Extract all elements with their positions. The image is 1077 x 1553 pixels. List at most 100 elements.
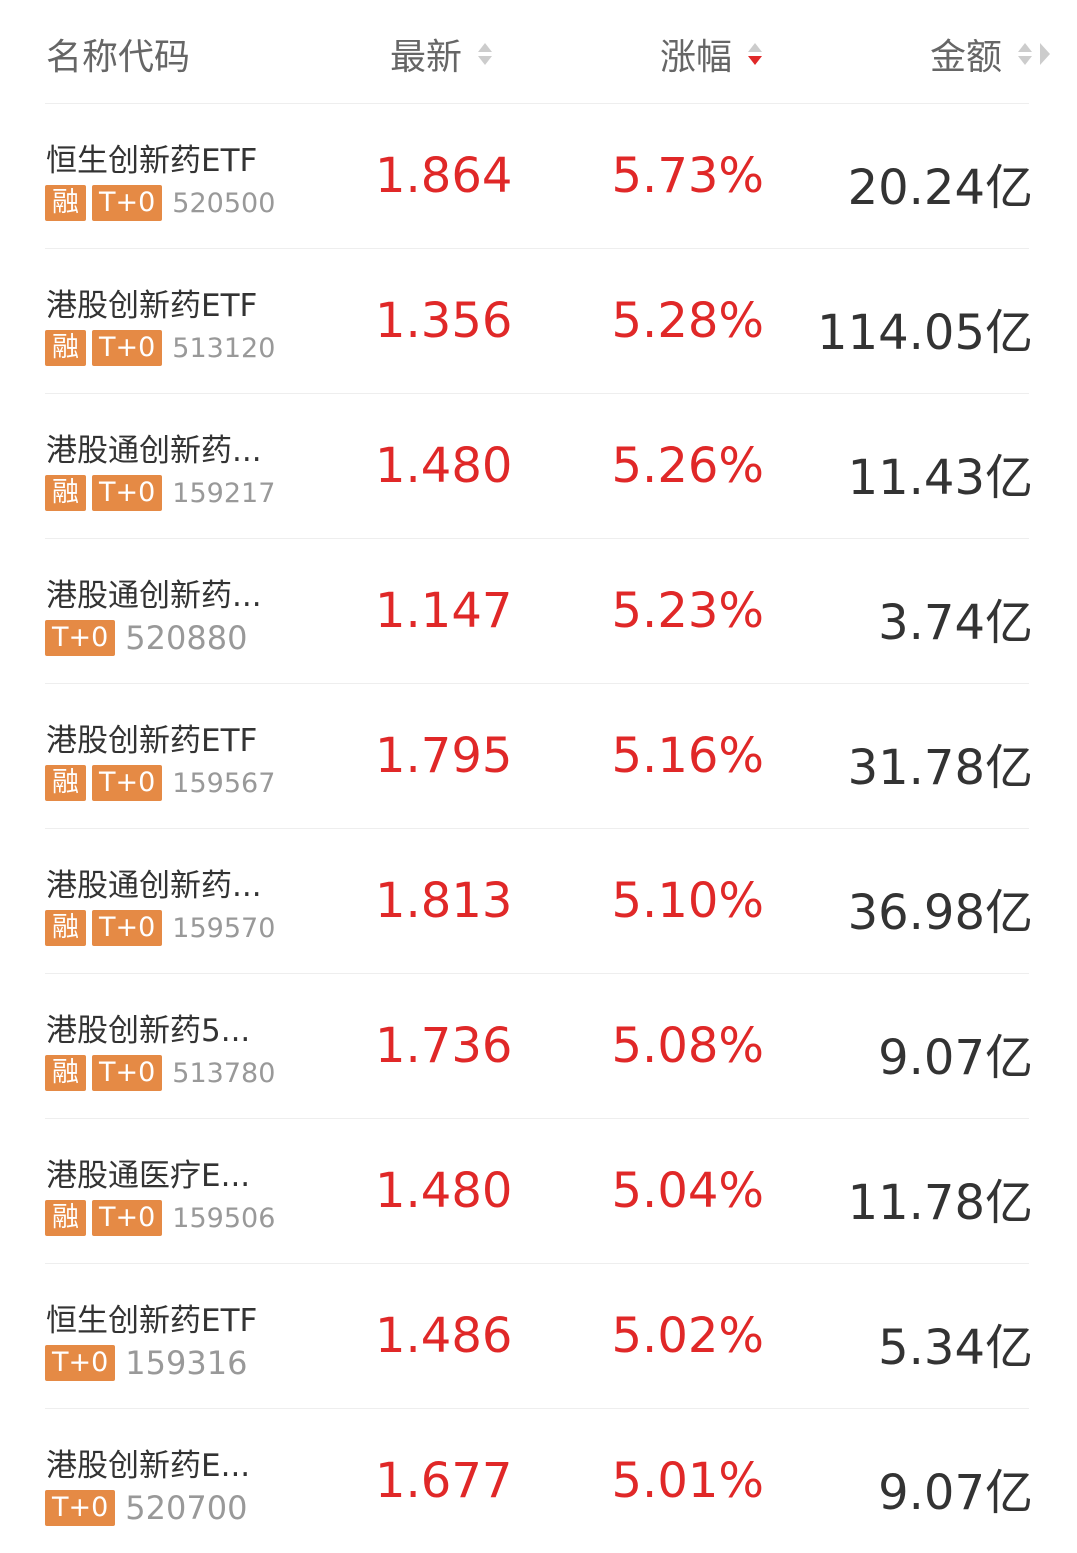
- change-percent: 5.26%: [611, 438, 764, 494]
- fund-tags: 融 T+0 513120: [45, 330, 275, 366]
- chevron-right-icon[interactable]: [1040, 43, 1051, 65]
- fund-name: 港股创新药E...: [46, 1448, 251, 1484]
- table-row[interactable]: 港股创新药E... T+0 520700 1.677 5.01% 9.07亿: [0, 1408, 1077, 1553]
- fund-tags: T+0 159316: [45, 1344, 248, 1382]
- turnover-amount: 20.24亿: [847, 160, 1033, 216]
- header-name-code: 名称代码: [46, 28, 190, 80]
- header-change-label: 涨幅: [660, 37, 733, 78]
- t0-badge: T+0: [45, 1490, 116, 1526]
- turnover-amount: 5.34亿: [878, 1320, 1033, 1376]
- turnover-amount: 9.07亿: [878, 1030, 1033, 1086]
- row-divider: [45, 248, 1029, 249]
- fund-code: 513780: [172, 1057, 276, 1089]
- t0-badge: T+0: [92, 765, 163, 801]
- change-percent: 5.02%: [611, 1308, 764, 1364]
- table-row[interactable]: 恒生创新药ETF T+0 159316 1.486 5.02% 5.34亿: [0, 1263, 1077, 1408]
- fund-name: 恒生创新药ETF: [46, 1303, 258, 1339]
- fund-tags: T+0 520700: [45, 1489, 248, 1527]
- row-divider: [45, 538, 1029, 539]
- fund-code: 159217: [172, 477, 276, 509]
- margin-badge: 融: [45, 1200, 86, 1236]
- turnover-amount: 11.43亿: [847, 450, 1033, 506]
- t0-badge: T+0: [92, 185, 163, 221]
- fund-name: 恒生创新药ETF: [46, 143, 258, 179]
- change-percent: 5.23%: [611, 583, 764, 639]
- table-header: 名称代码 最新 涨幅 金额: [0, 0, 1077, 103]
- fund-tags: 融 T+0 159217: [45, 475, 275, 511]
- turnover-amount: 36.98亿: [847, 885, 1033, 941]
- fund-code: 520700: [125, 1489, 248, 1527]
- t0-badge: T+0: [92, 475, 163, 511]
- t0-badge: T+0: [92, 910, 163, 946]
- row-divider: [45, 1408, 1029, 1409]
- sort-amount-button[interactable]: 金额: [930, 28, 1051, 80]
- sort-icon: [1018, 43, 1033, 65]
- fund-code: 520880: [125, 619, 248, 657]
- fund-tags: 融 T+0 520500: [45, 185, 275, 221]
- turnover-amount: 114.05亿: [817, 305, 1033, 361]
- fund-tags: 融 T+0 159567: [45, 765, 275, 801]
- table-row[interactable]: 港股创新药ETF 融 T+0 513120 1.356 5.28% 114.05亿: [0, 248, 1077, 393]
- margin-badge: 融: [45, 185, 86, 221]
- t0-badge: T+0: [45, 620, 116, 656]
- change-percent: 5.04%: [611, 1163, 764, 1219]
- change-percent: 5.01%: [611, 1453, 764, 1509]
- fund-tags: 融 T+0 513780: [45, 1055, 275, 1091]
- fund-code: 159506: [172, 1202, 276, 1234]
- sort-descending-icon: [748, 43, 763, 65]
- latest-price: 1.813: [375, 873, 513, 929]
- margin-badge: 融: [45, 330, 86, 366]
- row-divider: [45, 393, 1029, 394]
- latest-price: 1.864: [375, 148, 513, 204]
- fund-tags: T+0 520880: [45, 619, 248, 657]
- fund-code: 159567: [172, 767, 276, 799]
- latest-price: 1.677: [375, 1453, 513, 1509]
- fund-name: 港股通创新药...: [46, 578, 262, 614]
- fund-name: 港股创新药ETF: [46, 723, 258, 759]
- margin-badge: 融: [45, 910, 86, 946]
- sort-icon: [478, 43, 493, 65]
- row-divider: [45, 1263, 1029, 1264]
- header-latest-label: 最新: [390, 37, 463, 78]
- margin-badge: 融: [45, 475, 86, 511]
- fund-tags: 融 T+0 159570: [45, 910, 275, 946]
- row-divider: [45, 683, 1029, 684]
- t0-badge: T+0: [92, 330, 163, 366]
- sort-change-button[interactable]: 涨幅: [660, 28, 763, 80]
- change-percent: 5.73%: [611, 148, 764, 204]
- margin-badge: 融: [45, 765, 86, 801]
- row-divider: [45, 828, 1029, 829]
- fund-tags: 融 T+0 159506: [45, 1200, 275, 1236]
- change-percent: 5.08%: [611, 1018, 764, 1074]
- t0-badge: T+0: [45, 1345, 116, 1381]
- t0-badge: T+0: [92, 1200, 163, 1236]
- change-percent: 5.28%: [611, 293, 764, 349]
- latest-price: 1.795: [375, 728, 513, 784]
- sort-latest-button[interactable]: 最新: [390, 28, 493, 80]
- fund-code: 159316: [125, 1344, 248, 1382]
- table-row[interactable]: 港股通医疗E... 融 T+0 159506 1.480 5.04% 11.78亿: [0, 1118, 1077, 1263]
- turnover-amount: 31.78亿: [847, 740, 1033, 796]
- table-row[interactable]: 港股创新药5... 融 T+0 513780 1.736 5.08% 9.07亿: [0, 973, 1077, 1118]
- change-percent: 5.16%: [611, 728, 764, 784]
- table-row[interactable]: 港股创新药ETF 融 T+0 159567 1.795 5.16% 31.78亿: [0, 683, 1077, 828]
- table-row[interactable]: 港股通创新药... 融 T+0 159570 1.813 5.10% 36.98亿: [0, 828, 1077, 973]
- header-name-code-label: 名称代码: [46, 37, 191, 78]
- fund-name: 港股通创新药...: [46, 868, 262, 904]
- fund-name: 港股创新药5...: [46, 1013, 251, 1049]
- fund-code: 513120: [172, 332, 276, 364]
- change-percent: 5.10%: [611, 873, 764, 929]
- turnover-amount: 11.78亿: [847, 1175, 1033, 1231]
- table-row[interactable]: 港股通创新药... 融 T+0 159217 1.480 5.26% 11.43亿: [0, 393, 1077, 538]
- fund-name: 港股通医疗E...: [46, 1158, 251, 1194]
- latest-price: 1.736: [375, 1018, 513, 1074]
- margin-badge: 融: [45, 1055, 86, 1091]
- fund-name: 港股创新药ETF: [46, 288, 258, 324]
- turnover-amount: 3.74亿: [878, 595, 1033, 651]
- t0-badge: T+0: [92, 1055, 163, 1091]
- fund-name: 港股通创新药...: [46, 433, 262, 469]
- table-row[interactable]: 恒生创新药ETF 融 T+0 520500 1.864 5.73% 20.24亿: [0, 103, 1077, 248]
- fund-code: 159570: [172, 912, 276, 944]
- latest-price: 1.480: [375, 1163, 513, 1219]
- table-row[interactable]: 港股通创新药... T+0 520880 1.147 5.23% 3.74亿: [0, 538, 1077, 683]
